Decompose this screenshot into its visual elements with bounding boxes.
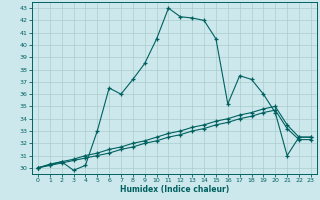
X-axis label: Humidex (Indice chaleur): Humidex (Indice chaleur) bbox=[120, 185, 229, 194]
